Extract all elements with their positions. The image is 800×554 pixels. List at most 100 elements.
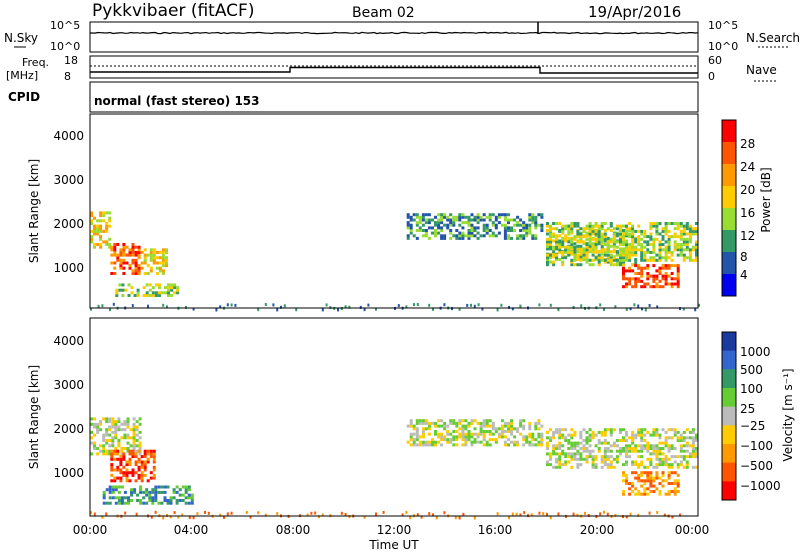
heatmap-cell	[643, 235, 647, 239]
heatmap-cell	[570, 444, 574, 448]
heatmap-cell	[165, 250, 168, 254]
heatmap-cell	[600, 237, 604, 241]
heatmap-cell	[344, 512, 347, 516]
heatmap-cell	[446, 432, 450, 436]
heatmap-cell	[158, 269, 162, 273]
heatmap-cell	[446, 430, 450, 433]
heatmap-cell	[643, 487, 647, 491]
heatmap-cell	[458, 307, 461, 311]
heatmap-cell	[131, 245, 135, 249]
cpid-panel: CPID normal (fast stereo) 153	[8, 81, 699, 113]
heatmap-cell	[531, 221, 535, 225]
heatmap-cell	[576, 258, 580, 261]
heatmap-cell	[409, 229, 413, 232]
heatmap-cell	[570, 250, 574, 254]
heatmap-cell	[546, 237, 549, 241]
heatmap-cell	[523, 511, 526, 515]
heatmap-cell	[600, 460, 604, 464]
heatmap-cell	[679, 245, 683, 249]
heatmap-cell	[157, 283, 161, 287]
heatmap-cell	[594, 250, 598, 254]
heatmap-cell	[160, 485, 164, 489]
heatmap-cell	[175, 490, 179, 494]
heatmap-cell	[507, 427, 510, 431]
heatmap-cell	[573, 433, 577, 437]
heatmap-cell	[125, 473, 129, 477]
heatmap-cell	[181, 499, 185, 502]
heatmap-cell	[531, 438, 535, 442]
heatmap-cell	[625, 430, 628, 434]
heatmap-cell	[570, 447, 574, 450]
heatmap-cell	[446, 424, 450, 428]
heatmap-cell	[619, 243, 622, 246]
heatmap-cell	[154, 499, 158, 502]
heatmap-cell	[673, 245, 677, 249]
heatmap-cell	[679, 235, 683, 239]
heatmap-cell	[594, 239, 598, 243]
heatmap-cell	[664, 253, 668, 257]
heatmap-cell	[667, 237, 671, 241]
heatmap-cell	[640, 471, 644, 475]
heatmap-cell	[142, 294, 146, 297]
nave-tick-top: 60	[708, 54, 722, 67]
heatmap-cell	[597, 447, 601, 450]
heatmap-cell	[640, 256, 644, 260]
heatmap-cell	[130, 490, 133, 494]
heatmap-cell	[437, 419, 441, 423]
heatmap-cell	[123, 496, 127, 500]
heatmap-cell	[655, 430, 659, 434]
heatmap-cell	[552, 447, 556, 450]
heatmap-cell	[479, 421, 483, 425]
heatmap-cell	[102, 490, 106, 494]
heatmap-cell	[476, 236, 480, 240]
heatmap-cell	[184, 485, 188, 489]
heatmap-cell	[496, 308, 499, 312]
heatmap-cell	[102, 501, 106, 505]
heatmap-cell	[421, 427, 425, 431]
heatmap-cell	[658, 490, 662, 493]
heatmap-cell	[96, 452, 100, 456]
heatmap-cell	[132, 417, 136, 421]
heatmap-cell	[594, 229, 598, 233]
heatmap-cell	[667, 250, 671, 254]
heatmap-cell	[615, 457, 619, 461]
heatmap-cell	[534, 223, 538, 227]
heatmap-cell	[476, 440, 480, 444]
heatmap-cell	[655, 452, 659, 456]
heatmap-cell	[561, 263, 565, 267]
heatmap-cell	[148, 288, 152, 292]
heatmap-cell	[452, 438, 456, 442]
heatmap-cell	[421, 213, 425, 217]
heatmap-cell	[481, 307, 484, 311]
heatmap-cell	[555, 447, 559, 450]
heatmap-cell	[546, 444, 549, 448]
heatmap-cell	[582, 457, 586, 461]
heatmap-cell	[637, 304, 640, 308]
nsearch-label: N.Search	[746, 31, 800, 45]
heatmap-cell	[576, 235, 580, 239]
heatmap-cell	[628, 279, 632, 283]
heatmap-cell	[507, 221, 510, 225]
heatmap-cell	[167, 283, 170, 287]
heatmap-cell	[679, 513, 681, 517]
heatmap-cell	[132, 439, 136, 442]
heatmap-cell	[695, 253, 698, 257]
heatmap-cell	[634, 463, 638, 467]
heatmap-cell	[187, 496, 191, 500]
heatmap-cell	[99, 235, 103, 239]
heatmap-cell	[685, 245, 689, 249]
heatmap-cell	[661, 235, 665, 239]
heatmap-cell	[552, 250, 556, 254]
heatmap-cell	[123, 436, 127, 440]
heatmap-cell	[597, 260, 601, 264]
heatmap-cell	[161, 264, 165, 268]
heatmap-cell	[134, 261, 138, 265]
heatmap-cell	[522, 435, 526, 439]
heatmap-cell	[603, 430, 607, 434]
heatmap-cell	[603, 439, 607, 442]
heatmap-cell	[643, 428, 647, 432]
heatmap-cell	[461, 424, 465, 428]
heatmap-cell	[588, 242, 592, 246]
heatmap-cell	[628, 229, 632, 232]
heatmap-cell	[443, 236, 447, 240]
